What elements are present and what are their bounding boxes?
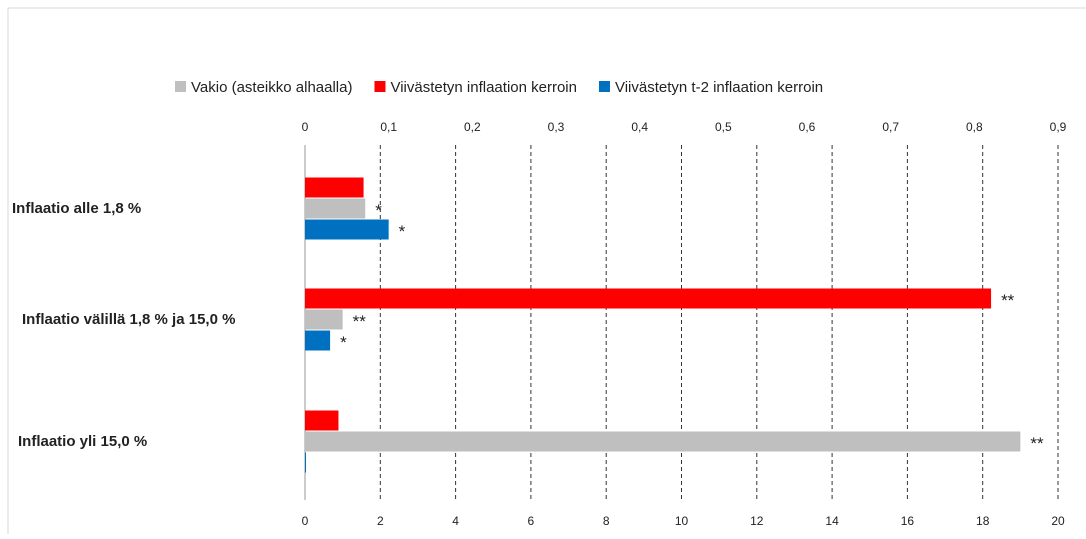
bar <box>305 177 364 198</box>
x-tick-label: 2 <box>377 514 384 528</box>
x2-tick-label: 0,1 <box>380 120 397 134</box>
bar <box>305 309 343 330</box>
x-tick-label: 0 <box>302 514 309 528</box>
significance-label: ** <box>1030 434 1044 453</box>
significance-label: * <box>375 201 382 220</box>
x-tick-label: 8 <box>603 514 610 528</box>
x2-tick-label: 0,6 <box>799 120 816 134</box>
chart-frame <box>7 7 1086 539</box>
x2-tick-label: 0 <box>302 120 309 134</box>
category-label: Inflaatio välillä 1,8 % ja 15,0 % <box>22 311 235 328</box>
x2-tick-label: 0,3 <box>548 120 565 134</box>
bar <box>305 198 366 219</box>
x-tick-label: 14 <box>825 514 839 528</box>
legend-label: Viivästetyn t-2 inflaation kerroin <box>615 79 823 96</box>
significance-label: ** <box>353 312 367 331</box>
legend-label: Viivästetyn inflaation kerroin <box>390 79 577 96</box>
legend-swatch <box>374 81 386 92</box>
bar <box>305 410 339 431</box>
legend-label: Vakio (asteikko alhaalla) <box>191 79 352 96</box>
x2-tick-label: 0,4 <box>631 120 648 134</box>
category-label: Inflaatio alle 1,8 % <box>12 200 141 217</box>
x-tick-label: 16 <box>901 514 915 528</box>
significance-label: * <box>399 222 406 241</box>
x-tick-label: 18 <box>976 514 990 528</box>
x-tick-label: 10 <box>675 514 689 528</box>
x2-tick-label: 0,5 <box>715 120 732 134</box>
legend-swatch <box>598 81 610 92</box>
x-tick-label: 12 <box>750 514 764 528</box>
bar <box>305 431 1021 452</box>
significance-label: * <box>340 333 347 352</box>
category-label: Inflaatio yli 15,0 % <box>18 433 147 450</box>
x2-tick-label: 0,9 <box>1050 120 1067 134</box>
x-tick-label: 4 <box>452 514 459 528</box>
bar <box>305 452 306 473</box>
bar <box>305 288 992 309</box>
bar <box>305 330 331 351</box>
legend-swatch <box>175 81 186 92</box>
x-tick-label: 6 <box>528 514 535 528</box>
x-tick-label: 20 <box>1051 514 1065 528</box>
bar <box>305 219 389 240</box>
x2-tick-label: 0,2 <box>464 120 481 134</box>
x2-tick-label: 0,7 <box>882 120 899 134</box>
x2-tick-label: 0,8 <box>966 120 983 134</box>
significance-label: ** <box>1001 291 1015 310</box>
